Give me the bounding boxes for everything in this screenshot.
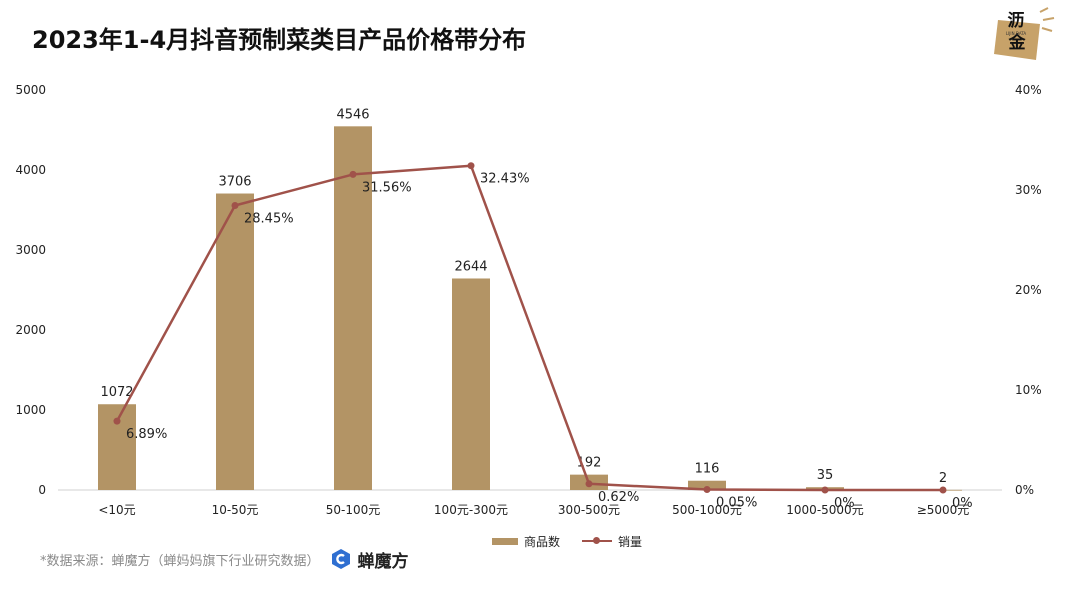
y-right-tick-label: 30% bbox=[1015, 183, 1042, 197]
line-point-sales bbox=[939, 486, 947, 494]
legend-item-count: 商品数 bbox=[492, 533, 560, 550]
y-left-tick-label: 1000 bbox=[15, 403, 46, 417]
legend-label-count: 商品数 bbox=[524, 534, 561, 549]
y-left-tick-label: 2000 bbox=[15, 323, 46, 337]
bar-data-label: 116 bbox=[695, 462, 720, 477]
bar-data-label: 2 bbox=[939, 471, 947, 486]
bar-count bbox=[688, 480, 726, 490]
bar-count bbox=[334, 126, 372, 490]
bar-data-label: 3706 bbox=[218, 175, 251, 190]
line-data-label: 0% bbox=[834, 496, 855, 511]
bar-data-label: 4546 bbox=[336, 107, 369, 122]
y-right-tick-label: 10% bbox=[1015, 383, 1042, 397]
x-tick-label: 500-1000元 bbox=[672, 503, 742, 517]
chart-area: 0100020003000400050000%10%20%30%40%10723… bbox=[15, 83, 1042, 517]
line-point-sales bbox=[231, 202, 239, 209]
line-data-label: 0% bbox=[952, 496, 973, 511]
logo-subtext: LIJIN DATA bbox=[1006, 31, 1027, 36]
line-point-sales bbox=[821, 486, 829, 494]
x-tick-label: ≥5000元 bbox=[917, 503, 970, 517]
line-point-sales bbox=[467, 162, 475, 170]
chanmofang-logo-icon bbox=[331, 549, 350, 569]
chart-title: 2023年1-4月抖音预制菜类目产品价格带分布 bbox=[32, 26, 527, 54]
line-data-label: 6.89% bbox=[126, 427, 167, 442]
line-sales bbox=[115, 164, 943, 492]
bar-data-label: 35 bbox=[817, 468, 834, 483]
line-data-label: 31.56% bbox=[362, 180, 412, 195]
line-data-label: 0.05% bbox=[716, 496, 757, 511]
line-point-sales bbox=[113, 417, 121, 425]
chanmofang-brand: 蝉魔方 bbox=[330, 547, 409, 572]
x-tick-label: 1000-5000元 bbox=[786, 503, 863, 517]
bar-data-label: 1072 bbox=[100, 385, 133, 400]
legend-swatch-line bbox=[582, 536, 613, 546]
y-right-tick-label: 0% bbox=[1015, 483, 1034, 497]
bar-count bbox=[98, 404, 136, 490]
lijin-logo: 沥 金 LIJIN DATA bbox=[990, 6, 1056, 62]
x-tick-label: 50-100元 bbox=[326, 503, 381, 517]
line-data-label: 32.43% bbox=[480, 172, 530, 187]
x-tick-label: <10元 bbox=[98, 503, 135, 517]
brand-name: 蝉魔方 bbox=[357, 551, 409, 572]
bar-data-label: 2644 bbox=[454, 259, 487, 274]
x-tick-label: 300-500元 bbox=[558, 503, 620, 517]
y-left-tick-label: 0 bbox=[38, 483, 46, 497]
line-point-sales bbox=[585, 480, 593, 488]
y-left-tick-label: 3000 bbox=[15, 243, 46, 257]
line-data-label: 28.45% bbox=[244, 212, 294, 227]
line-data-label: 0.62% bbox=[598, 490, 639, 505]
bar-count bbox=[216, 193, 254, 490]
y-right-tick-label: 40% bbox=[1015, 83, 1042, 97]
legend-item-sales: 销量 bbox=[582, 533, 642, 550]
y-left-tick-label: 5000 bbox=[15, 83, 46, 97]
bar-count bbox=[452, 278, 490, 490]
logo-text-bottom: 金 bbox=[1008, 32, 1027, 53]
logo-text-top: 沥 bbox=[1008, 11, 1025, 31]
data-source-note: *数据来源：蝉魔方（蝉妈妈旗下行业研究数据） bbox=[40, 553, 320, 569]
x-tick-label: 100元-300元 bbox=[434, 503, 508, 517]
legend-swatch-bar bbox=[492, 537, 518, 545]
line-point-sales bbox=[703, 486, 711, 493]
y-left-tick-label: 4000 bbox=[15, 163, 46, 177]
y-right-tick-label: 20% bbox=[1015, 283, 1042, 297]
footer: *数据来源：蝉魔方（蝉妈妈旗下行业研究数据） 蝉魔方 bbox=[40, 547, 409, 572]
x-tick-label: 10-50元 bbox=[212, 503, 259, 517]
line-point-sales bbox=[349, 170, 357, 178]
chart-legend: 商品数 销量 bbox=[492, 532, 642, 550]
legend-label-sales: 销量 bbox=[618, 534, 643, 549]
